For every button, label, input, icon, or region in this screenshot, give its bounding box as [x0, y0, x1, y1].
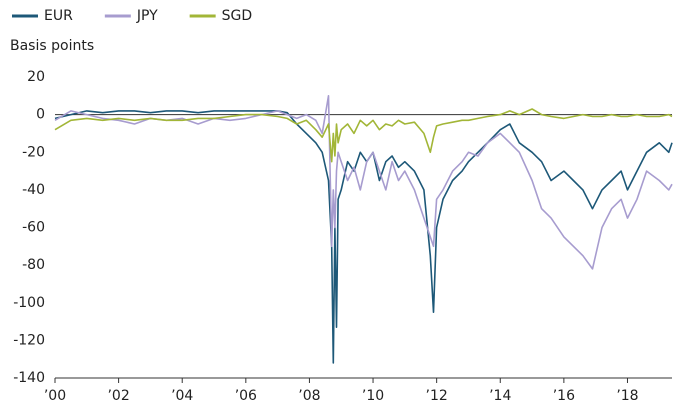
y-tick-label: -100	[13, 295, 45, 311]
series-line	[54, 95, 673, 270]
x-tick-label: ’08	[298, 388, 320, 404]
x-tick-label: ’06	[235, 388, 257, 404]
x-tick-label: ’14	[489, 388, 511, 404]
y-tick-label: 20	[27, 69, 45, 85]
legend-label: EUR	[44, 8, 73, 24]
y-tick-label: -80	[22, 257, 45, 273]
x-tick-label: ’00	[44, 388, 66, 404]
x-tick-label: ’02	[107, 388, 129, 404]
y-axis-label: Basis points	[10, 38, 94, 54]
series-line	[54, 108, 673, 163]
y-tick-label: 0	[36, 107, 45, 123]
y-tick-label: -140	[13, 370, 45, 386]
x-tick-label: ’04	[171, 388, 193, 404]
legend-label: JPY	[136, 8, 158, 24]
y-tick-label: -120	[13, 332, 45, 348]
x-tick-label: ’12	[426, 388, 448, 404]
y-tick-label: -60	[22, 220, 45, 236]
x-tick-label: ’10	[362, 388, 384, 404]
x-tick-label: ’16	[553, 388, 575, 404]
y-tick-label: -20	[22, 144, 45, 160]
x-tick-label: ’18	[616, 388, 638, 404]
y-tick-label: -40	[22, 182, 45, 198]
series-line	[54, 110, 673, 364]
legend-label: SGD	[222, 8, 253, 24]
